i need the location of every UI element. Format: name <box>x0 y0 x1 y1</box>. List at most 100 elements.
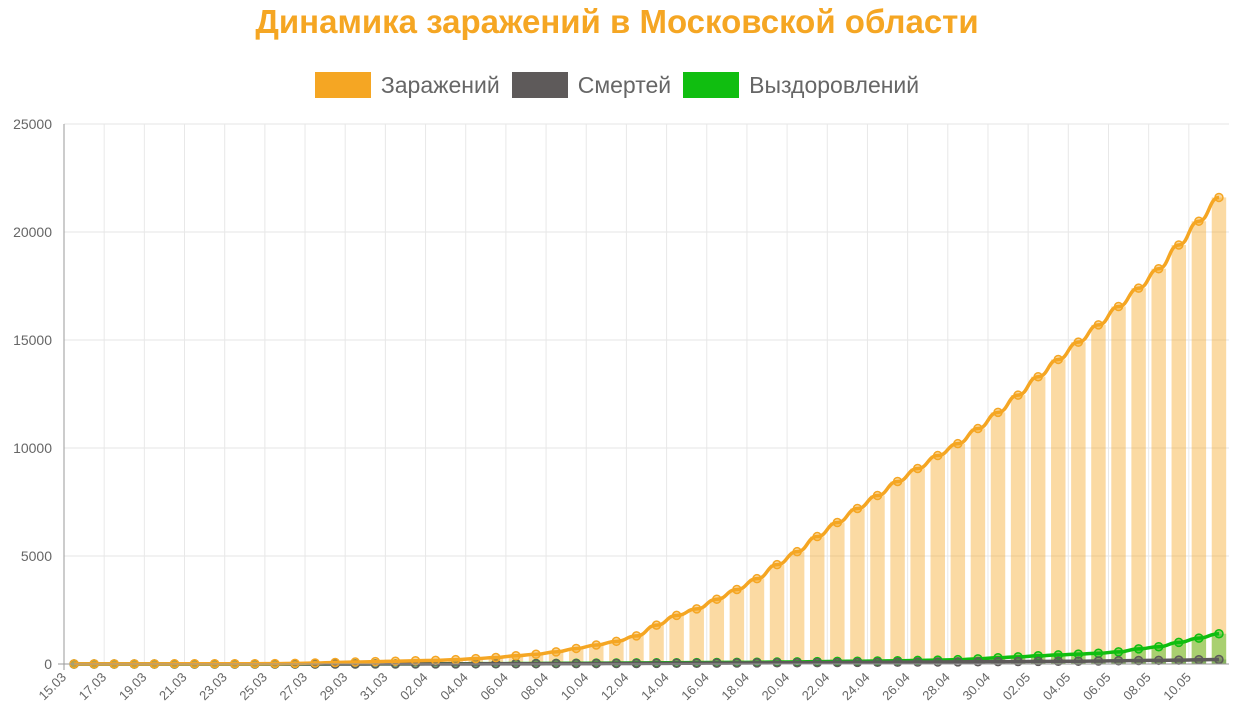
bar-infections[interactable] <box>468 658 483 664</box>
bar-infections[interactable] <box>830 522 845 664</box>
point-infections[interactable] <box>671 610 682 621</box>
point-infections[interactable] <box>892 476 903 487</box>
point-infections[interactable] <box>591 640 602 650</box>
point-infections[interactable] <box>390 656 401 666</box>
legend-item-recoveries[interactable]: Выздоровлений <box>683 72 919 99</box>
legend-item-infections[interactable]: Заражений <box>314 72 500 99</box>
point-deaths[interactable] <box>872 657 883 668</box>
point-deaths[interactable] <box>1214 654 1224 665</box>
bar-infections[interactable] <box>789 551 805 664</box>
point-deaths[interactable] <box>892 657 903 667</box>
bar-infections[interactable] <box>1071 342 1086 664</box>
point-deaths[interactable] <box>1194 655 1204 665</box>
point-deaths[interactable] <box>691 658 702 668</box>
point-deaths[interactable] <box>1153 655 1164 666</box>
point-infections[interactable] <box>812 531 822 542</box>
point-infections[interactable] <box>912 463 923 474</box>
point-infections[interactable] <box>1153 263 1164 274</box>
bar-infections[interactable] <box>568 648 584 664</box>
bar-infections[interactable] <box>1211 197 1227 664</box>
point-infections[interactable] <box>1073 337 1084 347</box>
bar-deaths[interactable] <box>1211 659 1227 664</box>
point-deaths[interactable] <box>1174 655 1184 665</box>
bar-infections[interactable] <box>890 481 905 664</box>
point-infections[interactable] <box>310 658 320 668</box>
bar-infections[interactable] <box>1010 395 1026 664</box>
point-recoveries[interactable] <box>1073 649 1084 659</box>
bar-infections[interactable] <box>1131 288 1146 664</box>
point-infections[interactable] <box>1013 390 1023 400</box>
point-recoveries[interactable] <box>1133 644 1144 654</box>
point-infections[interactable] <box>611 636 622 647</box>
bar-infections[interactable] <box>950 443 966 664</box>
point-infections[interactable] <box>450 654 461 665</box>
point-infections[interactable] <box>511 651 521 661</box>
point-infections[interactable] <box>651 620 662 630</box>
point-infections[interactable] <box>571 643 581 654</box>
point-infections[interactable] <box>290 658 300 669</box>
bar-infections[interactable] <box>709 599 725 664</box>
bar-infections[interactable] <box>930 455 945 664</box>
point-infections[interactable] <box>350 657 360 667</box>
bar-infections[interactable] <box>749 578 765 664</box>
point-infections[interactable] <box>872 490 883 501</box>
point-infections[interactable] <box>430 655 441 666</box>
bar-infections[interactable] <box>488 657 504 664</box>
point-infections[interactable] <box>1174 240 1184 250</box>
point-deaths[interactable] <box>953 657 963 667</box>
point-deaths[interactable] <box>651 658 662 669</box>
point-infections[interactable] <box>792 546 802 557</box>
point-infections[interactable] <box>631 631 642 641</box>
bar-infections[interactable] <box>810 536 825 664</box>
bar-infections[interactable] <box>870 495 885 664</box>
point-infections[interactable] <box>1053 354 1064 365</box>
point-infections[interactable] <box>1214 192 1224 203</box>
bar-infections[interactable] <box>970 428 986 664</box>
point-deaths[interactable] <box>772 658 782 668</box>
bar-infections[interactable] <box>649 625 664 664</box>
point-infections[interactable] <box>551 647 561 657</box>
point-infections[interactable] <box>1194 216 1204 226</box>
bar-infections[interactable] <box>609 641 624 664</box>
point-infections[interactable] <box>531 649 541 660</box>
bar-infections[interactable] <box>1030 376 1046 664</box>
bar-deaths[interactable] <box>1151 660 1166 664</box>
point-recoveries[interactable] <box>1194 633 1204 643</box>
point-infections[interactable] <box>953 438 963 449</box>
point-recoveries[interactable] <box>1093 648 1104 658</box>
point-deaths[interactable] <box>1113 656 1124 666</box>
point-recoveries[interactable] <box>1153 641 1164 652</box>
bar-infections[interactable] <box>850 508 865 664</box>
bar-infections[interactable] <box>990 412 1006 664</box>
point-infections[interactable] <box>732 584 742 595</box>
bar-infections[interactable] <box>689 608 704 664</box>
legend-item-deaths[interactable]: Смертей <box>511 72 671 99</box>
point-infections[interactable] <box>752 573 762 584</box>
bar-deaths[interactable] <box>1191 659 1207 664</box>
bar-infections[interactable] <box>1151 268 1166 664</box>
point-infections[interactable] <box>691 604 702 614</box>
point-deaths[interactable] <box>912 657 923 667</box>
bar-infections[interactable] <box>769 564 785 664</box>
point-infections[interactable] <box>471 653 481 664</box>
bar-recoveries[interactable] <box>1071 654 1086 664</box>
point-deaths[interactable] <box>712 658 722 668</box>
point-deaths[interactable] <box>752 658 762 668</box>
point-deaths[interactable] <box>671 658 682 669</box>
bar-infections[interactable] <box>629 635 644 664</box>
point-infections[interactable] <box>973 423 983 434</box>
bar-infections[interactable] <box>729 589 745 664</box>
point-recoveries[interactable] <box>1053 650 1064 660</box>
point-deaths[interactable] <box>973 656 983 667</box>
point-infections[interactable] <box>1033 371 1043 382</box>
point-deaths[interactable] <box>1033 656 1043 667</box>
point-recoveries[interactable] <box>1113 647 1124 657</box>
point-deaths[interactable] <box>631 658 642 669</box>
point-infections[interactable] <box>491 652 501 663</box>
point-deaths[interactable] <box>1053 656 1064 667</box>
point-infections[interactable] <box>1093 320 1104 330</box>
bar-deaths[interactable] <box>1171 660 1187 664</box>
point-recoveries[interactable] <box>1214 629 1224 639</box>
point-deaths[interactable] <box>792 657 802 668</box>
bar-infections[interactable] <box>1191 221 1207 664</box>
